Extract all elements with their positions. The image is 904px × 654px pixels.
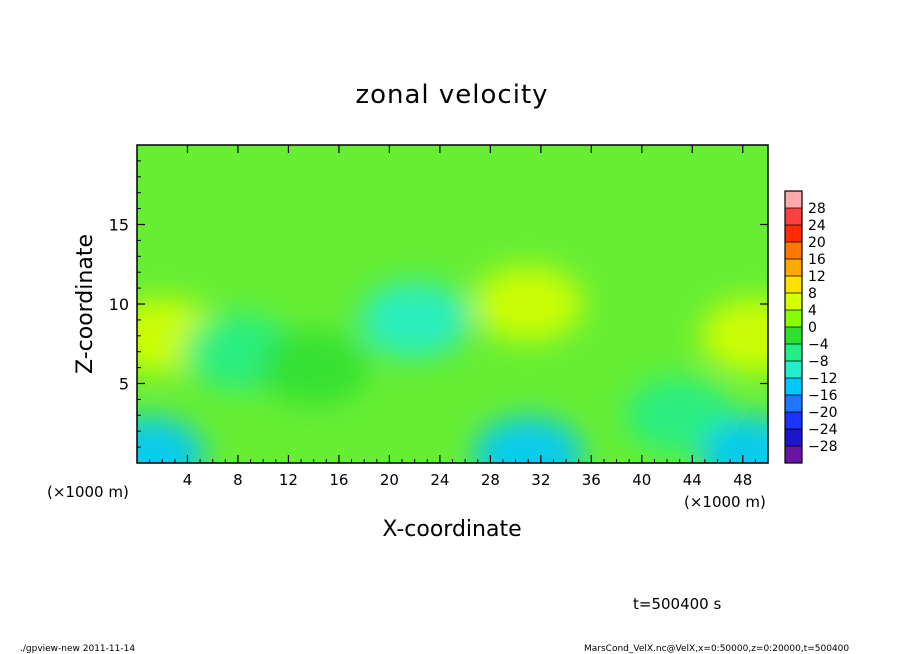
colorbar-swatch	[785, 208, 802, 226]
colorbar-swatch	[785, 276, 802, 294]
x-axis: 4 8 12 16 20 24 28 32 36 40 44 48	[149, 145, 756, 489]
colorbar-label: −20	[808, 405, 838, 421]
colorbar-label: 20	[808, 235, 826, 251]
x-tick-label: 4	[183, 471, 193, 489]
x-tick-label: 40	[632, 471, 651, 489]
x-tick-label: 8	[233, 471, 243, 489]
colorbar-swatch	[785, 412, 802, 430]
field-sample	[624, 377, 735, 454]
field-sample	[137, 417, 205, 463]
field-sample	[700, 417, 768, 463]
x-tick-label: 20	[380, 471, 399, 489]
colorbar-label: 0	[808, 320, 817, 336]
colorbar-swatch	[785, 378, 802, 396]
colorbar-label: 12	[808, 269, 826, 285]
x-tick-label: 28	[481, 471, 500, 489]
colorbar-label: −12	[808, 371, 838, 387]
colorbar-label: 16	[808, 252, 826, 268]
field-sample	[359, 281, 470, 358]
colorbar-label: −8	[808, 354, 829, 370]
colorbar-swatch	[785, 361, 802, 379]
colorbar-swatch	[785, 293, 802, 311]
colorbar-swatch	[785, 225, 802, 243]
colorbar-swatch	[785, 446, 802, 464]
x-unit-right: (×1000 m)	[684, 493, 766, 511]
colorbar-swatch	[785, 191, 802, 209]
y-axis: 5 10 15	[109, 160, 768, 448]
colorbar-swatch	[785, 429, 802, 447]
heatmap-field	[137, 145, 768, 463]
field-sample	[258, 329, 369, 406]
colorbar-label: 8	[808, 286, 817, 302]
x-tick-label: 24	[430, 471, 449, 489]
y-axis-title: Z-coordinate	[73, 234, 98, 374]
y-tick-label: 10	[109, 295, 129, 314]
colorbar-swatch	[785, 395, 802, 413]
y-tick-label: 5	[119, 375, 129, 394]
chart-title: zonal velocity	[355, 80, 548, 110]
x-unit-left: (×1000 m)	[47, 483, 129, 501]
time-label: t=500400 s	[633, 595, 721, 613]
x-axis-title: X-coordinate	[382, 517, 521, 542]
colorbar-label: 4	[808, 303, 817, 319]
footer-left: ./gpview-new 2011-11-14	[20, 644, 135, 654]
x-tick-label: 36	[582, 471, 601, 489]
field-sample	[700, 297, 768, 374]
y-tick-label: 15	[109, 216, 129, 235]
colorbar-label: −4	[808, 337, 829, 353]
x-tick-label: 48	[733, 471, 752, 489]
colorbar-swatch	[785, 242, 802, 260]
x-tick-label: 44	[683, 471, 702, 489]
colorbar-label: −28	[808, 439, 838, 455]
colorbar-swatch	[785, 327, 802, 345]
footer-right: MarsCond_VelX.nc@VelX,x=0:50000,z=0:2000…	[584, 644, 849, 654]
colorbar-label: −24	[808, 422, 838, 438]
x-tick-label: 12	[279, 471, 298, 489]
colorbar-label: 28	[808, 201, 826, 217]
colorbar-swatch	[785, 259, 802, 277]
colorbar-label: −16	[808, 388, 838, 404]
colorbar-swatch	[785, 344, 802, 362]
x-tick-label: 32	[531, 471, 550, 489]
x-tick-label: 16	[329, 471, 348, 489]
colorbar-swatch	[785, 310, 802, 328]
field-sample	[473, 266, 584, 342]
colorbar-label: 24	[808, 218, 826, 234]
field-sample	[473, 417, 584, 463]
